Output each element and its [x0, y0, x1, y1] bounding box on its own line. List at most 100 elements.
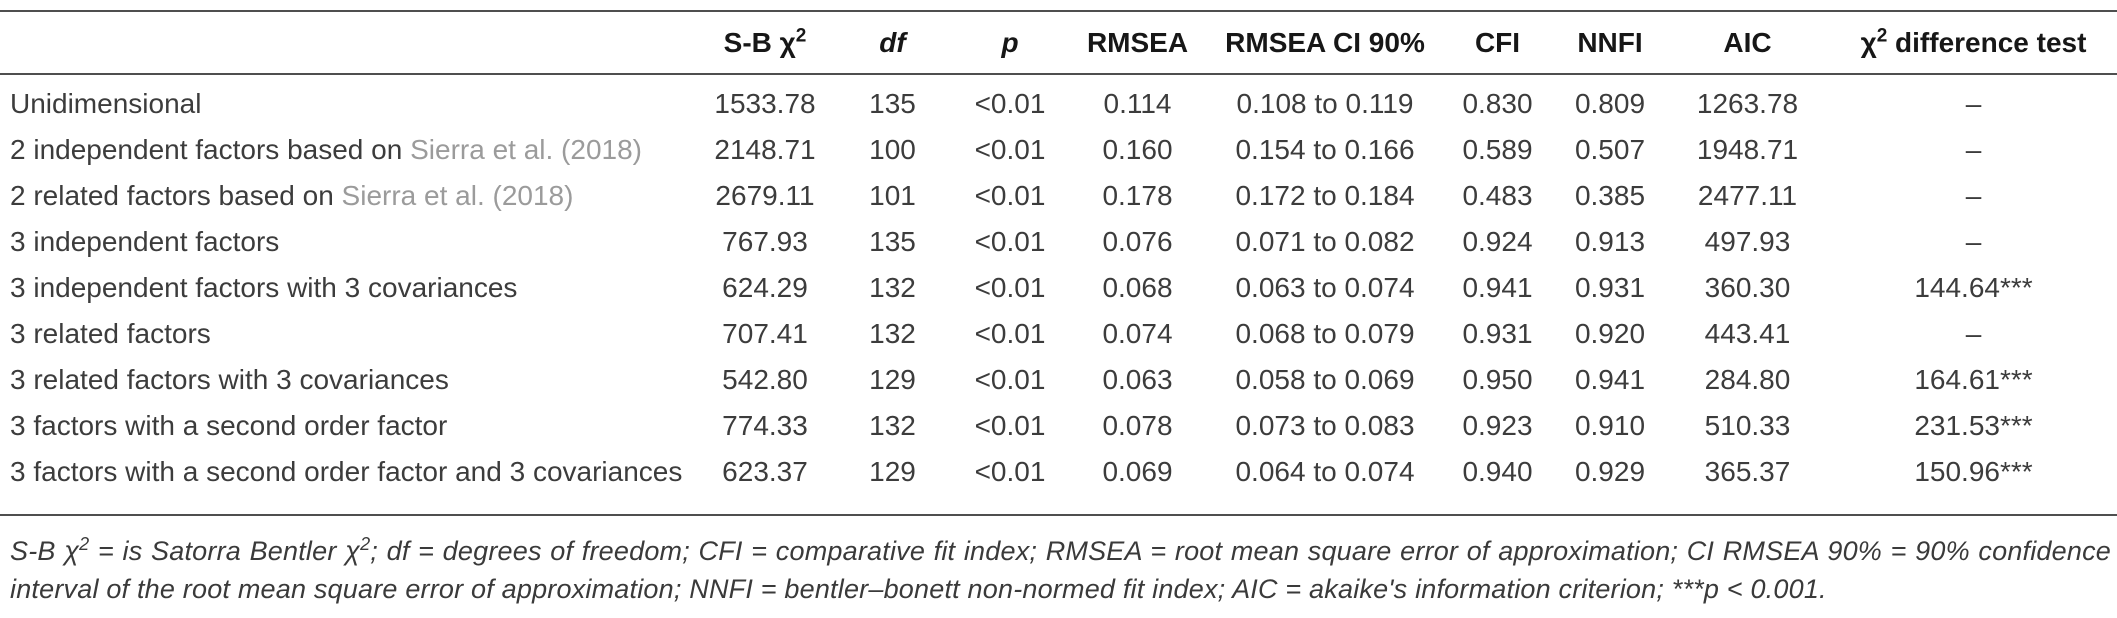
- table-row: 3 factors with a second order factor 774.…: [0, 403, 2117, 449]
- cell-sb_chi2: 774.33: [722, 410, 808, 441]
- cell-rmsea_ci: 0.063 to 0.074: [1235, 272, 1415, 303]
- column-header-label: RMSEA CI 90%: [1225, 27, 1425, 58]
- cell-cfi: 0.830: [1462, 88, 1533, 119]
- cell-rmsea_ci: 0.058 to 0.069: [1235, 364, 1415, 395]
- footnote-text: S-B χ: [10, 536, 80, 566]
- cell-sb_chi2: 767.93: [722, 226, 808, 257]
- cell-rmsea: 0.068: [1102, 272, 1173, 303]
- cell-df: 129: [869, 364, 916, 395]
- table-row: 3 related factors with 3 covariances 542.…: [0, 357, 2117, 403]
- column-header-rmsea: RMSEA: [1065, 11, 1210, 75]
- model-name: 2 independent factors based on: [10, 134, 411, 165]
- cell-rmsea_ci: 0.108 to 0.119: [1236, 88, 1414, 119]
- cell-chi2_diff: –: [1965, 318, 1982, 349]
- cell-chi2_diff: –: [1965, 226, 1982, 257]
- cell-model: 3 related factors: [0, 311, 700, 357]
- model-name: 3 factors with a second order factor: [10, 410, 448, 441]
- model-name: 3 independent factors with 3 covariances: [10, 272, 518, 303]
- cell-nnfi: 0.941: [1574, 364, 1646, 395]
- column-header-p: p: [955, 11, 1065, 75]
- cell-model: 3 factors with a second order factor and…: [0, 449, 700, 515]
- cell-df: 135: [869, 88, 916, 119]
- table-body: Unidimensional 1533.78 135 <0.01 0.114 0.108 …: [0, 74, 2117, 515]
- cell-p: <0.01: [974, 364, 1046, 395]
- table-header: S-B χ2 df p RMSEA RMSEA CI 90% CFI NNFI AIC χ2 d…: [0, 11, 2117, 75]
- column-header-cfi: CFI: [1440, 11, 1555, 75]
- superscript: 2: [795, 25, 807, 47]
- cell-chi2_diff: 164.61***: [1914, 364, 2033, 395]
- citation-link[interactable]: Sierra et al. (2018): [341, 180, 574, 211]
- column-header-label: CFI: [1474, 27, 1521, 58]
- model-fit-table: S-B χ2 df p RMSEA RMSEA CI 90% CFI NNFI AIC χ2 d…: [0, 10, 2117, 516]
- column-header-model: [0, 11, 700, 75]
- cell-model: 3 factors with a second order factor: [0, 403, 700, 449]
- cell-sb_chi2: 707.41: [722, 318, 808, 349]
- footnote-text: ; df = degrees of freedom; CFI = compara…: [10, 536, 2111, 604]
- cell-df: 101: [869, 180, 916, 211]
- cell-aic: 284.80: [1704, 364, 1791, 395]
- cell-aic: 1948.71: [1696, 134, 1799, 165]
- cell-nnfi: 0.929: [1574, 456, 1646, 487]
- cell-model: Unidimensional: [0, 74, 700, 127]
- cell-chi2_diff: –: [1965, 134, 1982, 165]
- superscript: 2: [1876, 25, 1888, 47]
- column-header-sb_chi2: S-B χ2: [700, 11, 830, 75]
- cell-df: 132: [869, 410, 916, 441]
- table-row: Unidimensional 1533.78 135 <0.01 0.114 0.108 …: [0, 74, 2117, 127]
- model-name: 2 related factors based on: [10, 180, 342, 211]
- cell-nnfi: 0.385: [1574, 180, 1646, 211]
- cell-rmsea: 0.114: [1103, 88, 1172, 119]
- column-header-label: S-B χ: [723, 27, 796, 58]
- cell-cfi: 0.924: [1462, 226, 1533, 257]
- cell-model: 2 independent factors based on Sierra et…: [0, 127, 700, 173]
- cell-rmsea: 0.178: [1102, 180, 1173, 211]
- cell-sb_chi2: 623.37: [722, 456, 808, 487]
- cell-nnfi: 0.910: [1574, 410, 1646, 441]
- table-row: 2 related factors based on Sierra et al.…: [0, 173, 2117, 219]
- column-header-chi2_diff: χ2 difference test: [1830, 11, 2117, 75]
- cell-p: <0.01: [974, 180, 1046, 211]
- cell-p: <0.01: [974, 226, 1046, 257]
- cell-p: <0.01: [974, 456, 1046, 487]
- table-row: 3 independent factors 767.93 135 <0.01 0.076…: [0, 219, 2117, 265]
- cell-rmsea: 0.078: [1102, 410, 1173, 441]
- cell-rmsea_ci: 0.073 to 0.083: [1235, 410, 1415, 441]
- cell-df: 135: [869, 226, 916, 257]
- model-name: 3 factors with a second order factor and…: [10, 456, 683, 487]
- table-row: 3 related factors 707.41 132 <0.01 0.074 0.06…: [0, 311, 2117, 357]
- cell-nnfi: 0.931: [1574, 272, 1646, 303]
- citation-link[interactable]: Sierra et al. (2018): [410, 134, 642, 165]
- model-name: Unidimensional: [10, 88, 202, 119]
- cell-rmsea: 0.074: [1102, 318, 1173, 349]
- cell-p: <0.01: [974, 318, 1046, 349]
- table-row: 2 independent factors based on Sierra et…: [0, 127, 2117, 173]
- cell-sb_chi2: 1533.78: [714, 88, 816, 119]
- column-header-label: χ: [1860, 27, 1877, 58]
- cell-rmsea: 0.069: [1102, 456, 1173, 487]
- column-header-label: RMSEA: [1086, 27, 1189, 58]
- cell-cfi: 0.589: [1462, 134, 1533, 165]
- cell-aic: 360.30: [1704, 272, 1791, 303]
- cell-cfi: 0.940: [1462, 456, 1533, 487]
- cell-aic: 497.93: [1704, 226, 1791, 257]
- superscript: 2: [360, 534, 371, 554]
- cell-aic: 2477.11: [1697, 180, 1798, 211]
- cell-model: 2 related factors based on Sierra et al.…: [0, 173, 700, 219]
- cell-rmsea: 0.160: [1102, 134, 1173, 165]
- cell-cfi: 0.931: [1462, 318, 1533, 349]
- column-header-label: NNFI: [1577, 27, 1643, 58]
- column-header-nnfi: NNFI: [1555, 11, 1665, 75]
- cell-nnfi: 0.507: [1574, 134, 1646, 165]
- cell-cfi: 0.923: [1462, 410, 1533, 441]
- cell-nnfi: 0.920: [1574, 318, 1646, 349]
- column-header-aic: AIC: [1665, 11, 1830, 75]
- cell-aic: 443.41: [1704, 318, 1791, 349]
- cell-rmsea_ci: 0.172 to 0.184: [1235, 180, 1415, 211]
- cell-sb_chi2: 542.80: [722, 364, 808, 395]
- cell-sb_chi2: 2148.71: [714, 134, 816, 165]
- cell-df: 132: [869, 272, 916, 303]
- column-header-df: df: [830, 11, 955, 75]
- cell-chi2_diff: –: [1965, 180, 1982, 211]
- model-name: 3 related factors: [10, 318, 211, 349]
